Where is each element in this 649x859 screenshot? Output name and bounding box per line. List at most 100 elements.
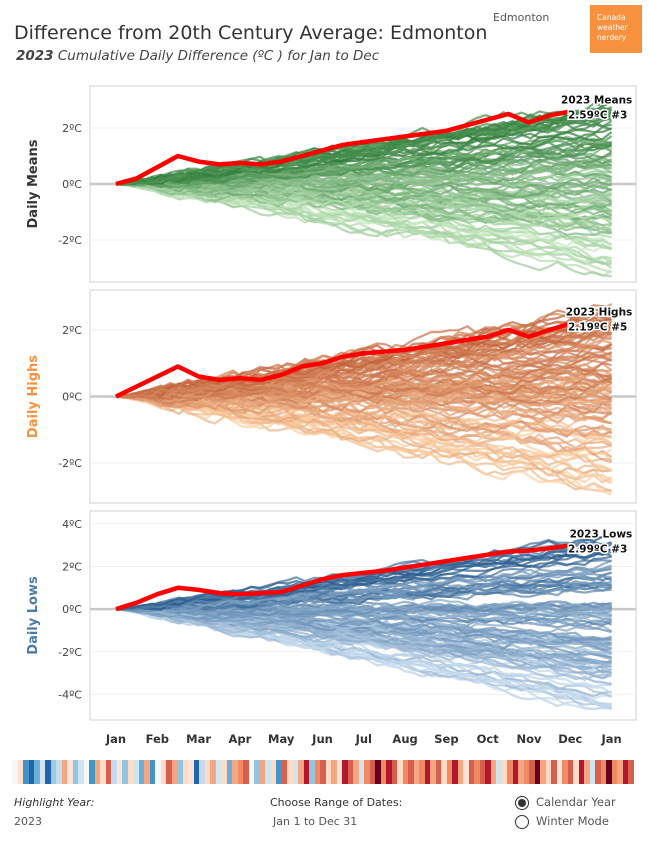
warming-stripes[interactable]	[12, 760, 634, 784]
stripe-year[interactable]	[232, 760, 238, 784]
stripe-year[interactable]	[501, 760, 507, 784]
stripe-year[interactable]	[567, 760, 573, 784]
stripe-year[interactable]	[452, 760, 458, 784]
stripe-year[interactable]	[177, 760, 183, 784]
stripe-year[interactable]	[199, 760, 205, 784]
stripe-year[interactable]	[320, 760, 326, 784]
stripe-year[interactable]	[342, 760, 348, 784]
stripe-year[interactable]	[523, 760, 529, 784]
stripe-year[interactable]	[419, 760, 425, 784]
stripe-year[interactable]	[248, 760, 254, 784]
stripe-year[interactable]	[622, 760, 628, 784]
stripe-year[interactable]	[45, 760, 51, 784]
stripe-year[interactable]	[259, 760, 265, 784]
stripe-year[interactable]	[188, 760, 194, 784]
stripe-year[interactable]	[556, 760, 562, 784]
stripe-year[interactable]	[237, 760, 243, 784]
stripe-year[interactable]	[287, 760, 293, 784]
stripe-year[interactable]	[276, 760, 282, 784]
stripe-year[interactable]	[133, 760, 139, 784]
stripe-year[interactable]	[226, 760, 232, 784]
stripe-year[interactable]	[457, 760, 463, 784]
stripe-year[interactable]	[160, 760, 166, 784]
stripe-year[interactable]	[155, 760, 161, 784]
stripe-year[interactable]	[529, 760, 535, 784]
stripe-year[interactable]	[424, 760, 430, 784]
stripe-year[interactable]	[611, 760, 617, 784]
stripe-year[interactable]	[144, 760, 150, 784]
stripe-year[interactable]	[105, 760, 111, 784]
stripe-year[interactable]	[94, 760, 100, 784]
stripe-year[interactable]	[496, 760, 502, 784]
stripe-year[interactable]	[166, 760, 172, 784]
stripe-year[interactable]	[474, 760, 480, 784]
stripe-year[interactable]	[116, 760, 122, 784]
stripe-year[interactable]	[292, 760, 298, 784]
highlight-year-line[interactable]	[115, 109, 571, 187]
stripe-year[interactable]	[479, 760, 485, 784]
stripe-year[interactable]	[408, 760, 414, 784]
stripe-year[interactable]	[303, 760, 309, 784]
stripe-year[interactable]	[182, 760, 188, 784]
stripe-year[interactable]	[331, 760, 337, 784]
stripe-year[interactable]	[72, 760, 78, 784]
stripe-year[interactable]	[468, 760, 474, 784]
stripe-year[interactable]	[336, 760, 342, 784]
stripe-year[interactable]	[100, 760, 106, 784]
stripe-year[interactable]	[78, 760, 84, 784]
stripe-year[interactable]	[562, 760, 568, 784]
stripe-year[interactable]	[12, 760, 18, 784]
stripe-year[interactable]	[430, 760, 436, 784]
stripe-year[interactable]	[215, 760, 221, 784]
stripe-year[interactable]	[397, 760, 403, 784]
stripe-year[interactable]	[23, 760, 29, 784]
stripe-year[interactable]	[347, 760, 353, 784]
stripe-year[interactable]	[149, 760, 155, 784]
stripe-year[interactable]	[534, 760, 540, 784]
stripe-year[interactable]	[353, 760, 359, 784]
stripe-year[interactable]	[628, 760, 634, 784]
stripe-year[interactable]	[595, 760, 601, 784]
date-range-select[interactable]: Jan 1 to Dec 31	[273, 815, 358, 828]
brand-logo[interactable]: Canada weather nerdery	[590, 5, 642, 53]
stripe-year[interactable]	[39, 760, 45, 784]
stripe-year[interactable]	[358, 760, 364, 784]
stripe-year[interactable]	[584, 760, 590, 784]
highlight-year-line[interactable]	[115, 543, 571, 612]
stripe-year[interactable]	[545, 760, 551, 784]
stripe-year[interactable]	[270, 760, 276, 784]
stripe-year[interactable]	[391, 760, 397, 784]
stripe-year[interactable]	[254, 760, 260, 784]
stripe-year[interactable]	[56, 760, 62, 784]
stripe-year[interactable]	[600, 760, 606, 784]
highlight-year-line[interactable]	[115, 321, 571, 399]
stripe-year[interactable]	[507, 760, 513, 784]
stripe-year[interactable]	[441, 760, 447, 784]
stripe-year[interactable]	[122, 760, 128, 784]
stripe-year[interactable]	[589, 760, 595, 784]
stripe-year[interactable]	[138, 760, 144, 784]
stripe-year[interactable]	[375, 760, 381, 784]
stripe-year[interactable]	[28, 760, 34, 784]
stripe-year[interactable]	[221, 760, 227, 784]
stripe-year[interactable]	[617, 760, 623, 784]
stripe-year[interactable]	[17, 760, 23, 784]
calendar-year-label[interactable]: Calendar Year	[536, 795, 616, 809]
stripe-year[interactable]	[67, 760, 73, 784]
stripe-year[interactable]	[540, 760, 546, 784]
stripe-year[interactable]	[325, 760, 331, 784]
stripe-year[interactable]	[89, 760, 95, 784]
stripe-year[interactable]	[512, 760, 518, 784]
stripe-year[interactable]	[61, 760, 67, 784]
stripe-year[interactable]	[380, 760, 386, 784]
stripe-year[interactable]	[463, 760, 469, 784]
winter-mode-label[interactable]: Winter Mode	[536, 814, 609, 828]
stripe-year[interactable]	[485, 760, 491, 784]
stripe-year[interactable]	[314, 760, 320, 784]
stripe-year[interactable]	[83, 760, 89, 784]
stripe-year[interactable]	[446, 760, 452, 784]
winter-mode-radio[interactable]	[515, 815, 529, 829]
highlight-year-select[interactable]: 2023	[14, 815, 42, 828]
stripe-year[interactable]	[435, 760, 441, 784]
stripe-year[interactable]	[551, 760, 557, 784]
